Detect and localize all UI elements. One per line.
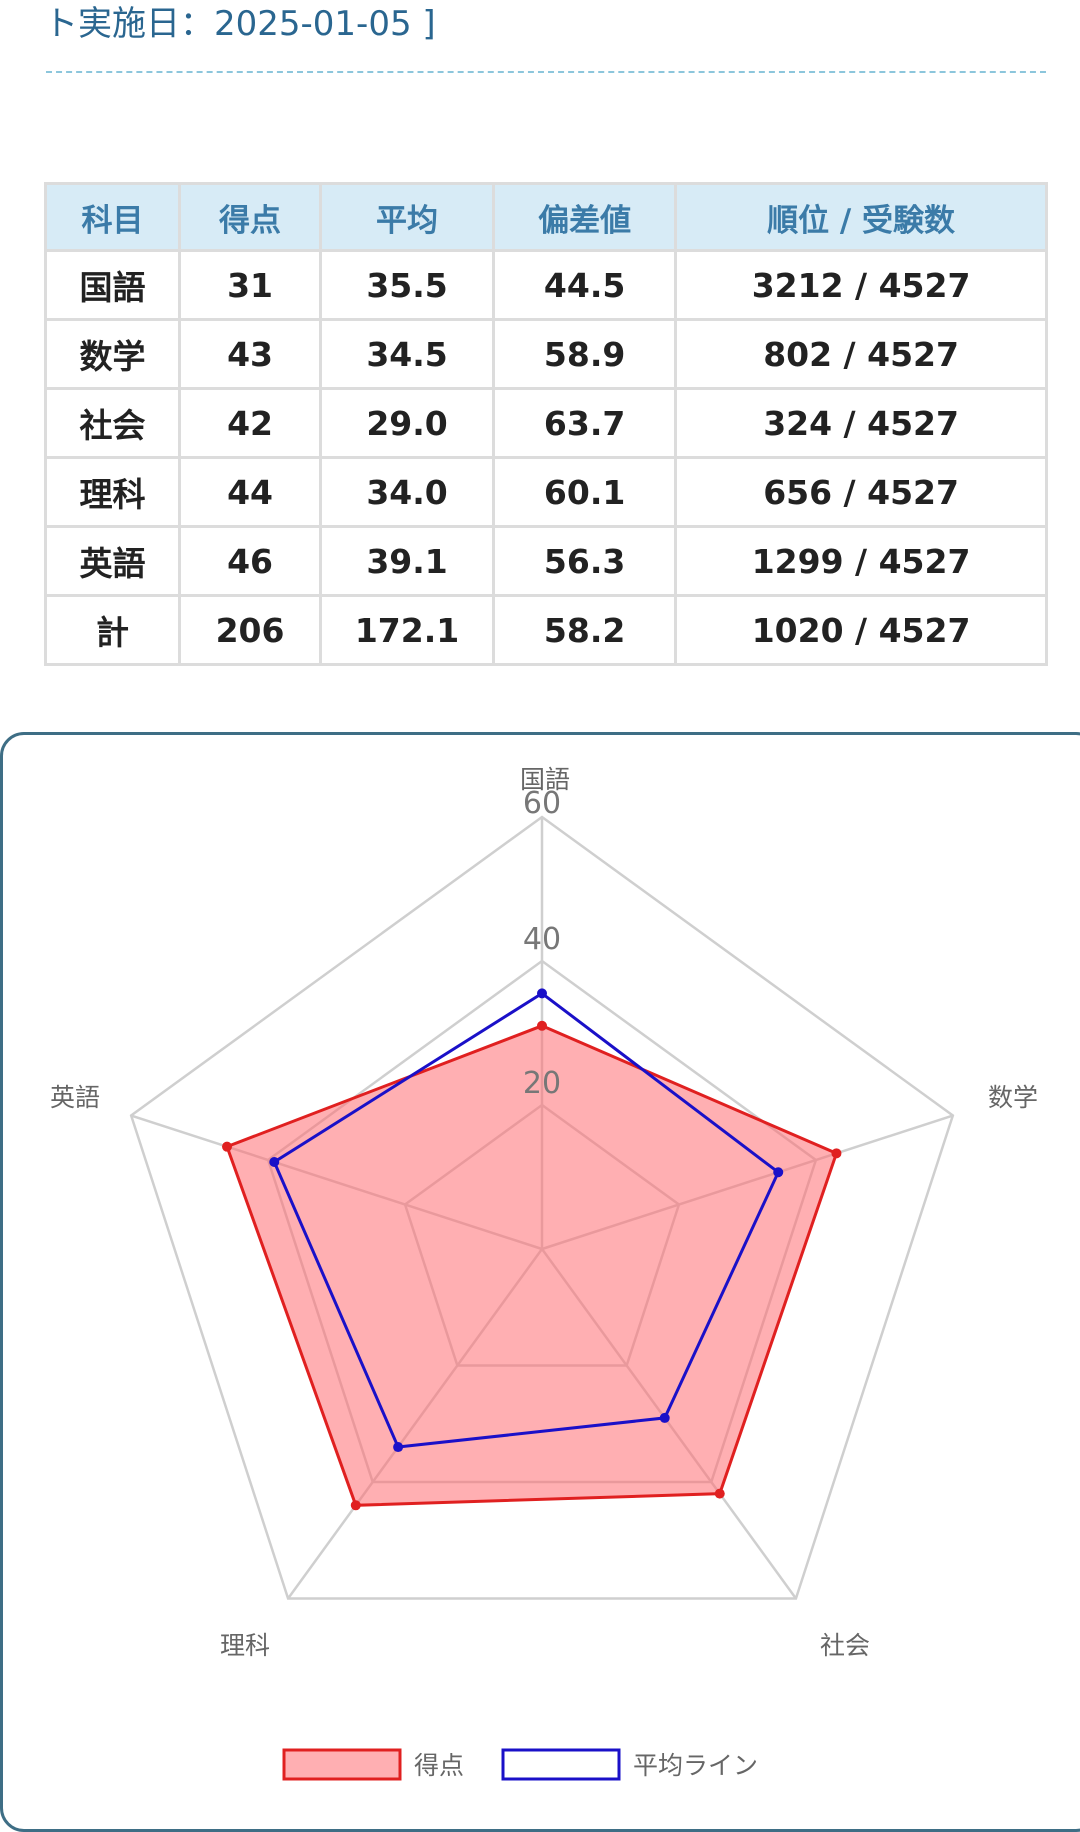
series-area-0 <box>225 1024 839 1507</box>
table-cell: 802 / 4527 <box>674 318 1048 390</box>
data-point <box>350 1500 361 1511</box>
axis-label: 社会 <box>820 1631 870 1660</box>
series-area-1 <box>272 991 781 1449</box>
legend-swatch-average <box>501 1748 621 1781</box>
data-point <box>659 1412 670 1423</box>
data-point <box>269 1157 280 1168</box>
table-cell: 656 / 4527 <box>674 456 1048 528</box>
data-point <box>537 988 547 999</box>
data-point <box>537 1020 547 1031</box>
score-table: 科目 得点 平均 偏差値 順位 / 受験数 国語 31 35.5 44.5 3212 / 452… <box>43 182 1048 666</box>
table-row: 国語 31 35.5 44.5 3212 / 4527 <box>43 249 1048 321</box>
column-header: 得点 <box>178 182 323 252</box>
table-cell: 英語 <box>43 525 182 597</box>
data-point <box>393 1442 404 1453</box>
table-cell: 34.5 <box>319 318 496 390</box>
tick-label: 20 <box>523 1066 561 1101</box>
axis-label: 国語 <box>520 765 570 794</box>
table-cell: 63.7 <box>492 387 678 459</box>
table-cell: 44 <box>178 456 323 528</box>
table-cell: 社会 <box>43 387 182 459</box>
table-cell: 43 <box>178 318 323 390</box>
axis-label: 英語 <box>50 1083 100 1112</box>
data-point <box>773 1167 784 1178</box>
table-cell: 国語 <box>43 249 182 321</box>
table-row: 理科 44 34.0 60.1 656 / 4527 <box>43 456 1048 528</box>
legend-label: 得点 <box>414 1751 464 1780</box>
table-cell: 3212 / 4527 <box>674 249 1048 321</box>
table-cell: 31 <box>178 249 323 321</box>
table-cell: 46 <box>178 525 323 597</box>
column-header: 順位 / 受験数 <box>674 182 1048 252</box>
data-point <box>831 1148 842 1159</box>
table-cell: 29.0 <box>319 387 496 459</box>
table-cell: 42 <box>178 387 323 459</box>
table-row: 数学 43 34.5 58.9 802 / 4527 <box>43 318 1048 390</box>
legend-label: 平均ライン <box>633 1751 758 1780</box>
table-cell: 58.2 <box>492 594 678 666</box>
tick-label: 40 <box>523 922 561 957</box>
table-row: 英語 46 39.1 56.3 1299 / 4527 <box>43 525 1048 597</box>
table-cell: 324 / 4527 <box>674 387 1048 459</box>
table-cell: 39.1 <box>319 525 496 597</box>
column-header: 平均 <box>319 182 496 252</box>
table-cell: 理科 <box>43 456 182 528</box>
column-header: 科目 <box>43 182 182 252</box>
table-cell: 1020 / 4527 <box>674 594 1048 666</box>
table-cell: 数学 <box>43 318 182 390</box>
tick-label: 60 <box>523 786 561 821</box>
table-cell: 60.1 <box>492 456 678 528</box>
table-cell: 34.0 <box>319 456 496 528</box>
table-cell: 172.1 <box>319 594 496 666</box>
divider <box>46 71 1046 73</box>
page-title: ト実施日：2025-01-05 ] <box>44 4 436 44</box>
data-point <box>714 1488 725 1499</box>
table-cell: 206 <box>178 594 323 666</box>
table-row: 計 206 172.1 58.2 1020 / 4527 <box>43 594 1048 666</box>
table-cell: 56.3 <box>492 525 678 597</box>
column-header: 偏差値 <box>492 182 678 252</box>
table-row: 社会 42 29.0 63.7 324 / 4527 <box>43 387 1048 459</box>
table-cell: 計 <box>43 594 182 666</box>
table-cell: 44.5 <box>492 249 678 321</box>
grid-ring <box>129 815 955 1600</box>
table-cell: 58.9 <box>492 318 678 390</box>
axis-label: 数学 <box>988 1083 1038 1112</box>
table-cell: 1299 / 4527 <box>674 525 1048 597</box>
table-cell: 35.5 <box>319 249 496 321</box>
table-header-row: 科目 得点 平均 偏差値 順位 / 受験数 <box>43 182 1048 252</box>
axis-label: 理科 <box>220 1631 270 1660</box>
data-point <box>222 1141 233 1152</box>
legend-swatch-score <box>282 1748 402 1781</box>
